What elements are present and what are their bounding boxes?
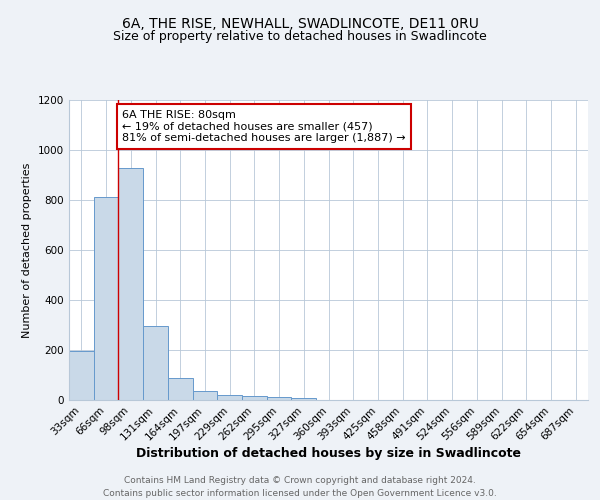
Bar <box>118 168 143 400</box>
Y-axis label: Number of detached properties: Number of detached properties <box>22 162 32 338</box>
Text: 6A THE RISE: 80sqm
← 19% of detached houses are smaller (457)
81% of semi-detach: 6A THE RISE: 80sqm ← 19% of detached hou… <box>122 110 406 143</box>
Bar <box>193 390 217 400</box>
Bar <box>69 351 94 400</box>
Bar <box>94 196 118 400</box>
Bar <box>217 394 242 400</box>
Bar <box>143 326 168 400</box>
Text: Contains HM Land Registry data © Crown copyright and database right 2024.
Contai: Contains HM Land Registry data © Crown c… <box>103 476 497 498</box>
Bar <box>267 397 292 400</box>
Text: Size of property relative to detached houses in Swadlincote: Size of property relative to detached ho… <box>113 30 487 43</box>
Bar <box>292 398 316 400</box>
Bar <box>242 396 267 400</box>
Bar <box>168 378 193 400</box>
X-axis label: Distribution of detached houses by size in Swadlincote: Distribution of detached houses by size … <box>136 448 521 460</box>
Text: 6A, THE RISE, NEWHALL, SWADLINCOTE, DE11 0RU: 6A, THE RISE, NEWHALL, SWADLINCOTE, DE11… <box>122 18 478 32</box>
